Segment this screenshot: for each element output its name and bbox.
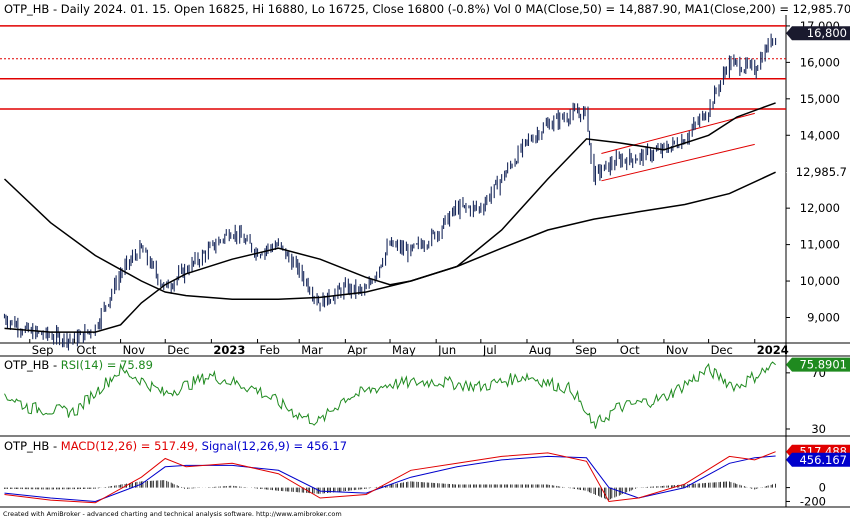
rsi-tick-label: 30	[811, 422, 826, 436]
x-tick-label: Dec	[167, 343, 189, 357]
x-tick-label: Nov	[123, 343, 146, 357]
rsi-flag	[786, 357, 850, 372]
x-tick-label: Jul	[482, 343, 497, 357]
ma200-label: MA1(Close,200) = 12,985.70	[684, 2, 850, 16]
rsi-line	[4, 361, 776, 429]
price-tick-label: 11,000	[800, 238, 840, 252]
ma50-label: MA(Close,50) = 14,887.90,	[525, 2, 682, 16]
x-tick-label: May	[392, 343, 416, 357]
x-tick-label: Aug	[529, 343, 551, 357]
macd-header: OTP_HB - MACD(12,26) = 517.49, Signal(12…	[4, 439, 347, 453]
rsi-value: 75.8901	[799, 358, 847, 372]
macd-line	[4, 451, 776, 504]
signal-flag	[786, 452, 850, 467]
price-tick-label: 16,000	[800, 55, 840, 69]
footer-credit: Created with AmiBroker - advanced charti…	[3, 510, 342, 518]
macd-symbol: OTP_HB -	[4, 439, 61, 453]
x-tick-label: 2024	[757, 343, 789, 357]
x-tick-label: Oct	[76, 343, 96, 357]
rsi-symbol: OTP_HB -	[4, 358, 61, 372]
price-tick-label: 12,000	[800, 201, 840, 215]
last-price-value: 16,800	[807, 26, 847, 40]
x-tick-label: Sep	[575, 343, 597, 357]
x-tick-label: Jun	[437, 343, 456, 357]
x-tick-label: Mar	[301, 343, 323, 357]
channel-line	[601, 112, 755, 154]
macd-label: MACD(12,26) = 517.49,	[60, 439, 198, 453]
signal-value: 456.167	[799, 453, 847, 467]
price-tick-label: 10,000	[800, 274, 840, 288]
price-tick-label: 15,000	[800, 92, 840, 106]
signal-label: Signal(12,26,9) = 456.17	[201, 439, 348, 453]
rsi-label: RSI(14) = 75.89	[60, 358, 153, 372]
rsi-header: OTP_HB - RSI(14) = 75.89	[4, 358, 153, 372]
quote-info: - Daily 2024. 01. 15. Open 16825, Hi 168…	[49, 2, 526, 16]
x-tick-label: Nov	[666, 343, 689, 357]
macd-tick-label: 0	[819, 481, 826, 495]
ma200-flag	[786, 165, 850, 180]
ma200-value: 12,985.7	[796, 165, 847, 179]
ma50-line	[4, 102, 776, 333]
price-header: OTP_HB - Daily 2024. 01. 15. Open 16825,…	[4, 2, 850, 16]
last-price-flag	[786, 26, 850, 41]
x-tick-label: Feb	[260, 343, 280, 357]
price-tick-label: 14,000	[800, 128, 840, 142]
signal-line	[4, 455, 776, 503]
x-tick-label: Dec	[711, 343, 733, 357]
price-tick-label: 9,000	[807, 310, 840, 324]
x-tick-label: Oct	[620, 343, 640, 357]
macd-tick-label: -200	[800, 494, 826, 508]
symbol-label: OTP_HB	[4, 2, 50, 16]
price-bars	[3, 33, 777, 351]
x-tick-label: Apr	[347, 343, 367, 357]
x-tick-label: Sep	[32, 343, 54, 357]
channel-line	[601, 143, 755, 182]
ma200-line	[3, 171, 776, 301]
macd-histogram	[4, 480, 776, 501]
x-tick-label: 2023	[213, 343, 245, 357]
